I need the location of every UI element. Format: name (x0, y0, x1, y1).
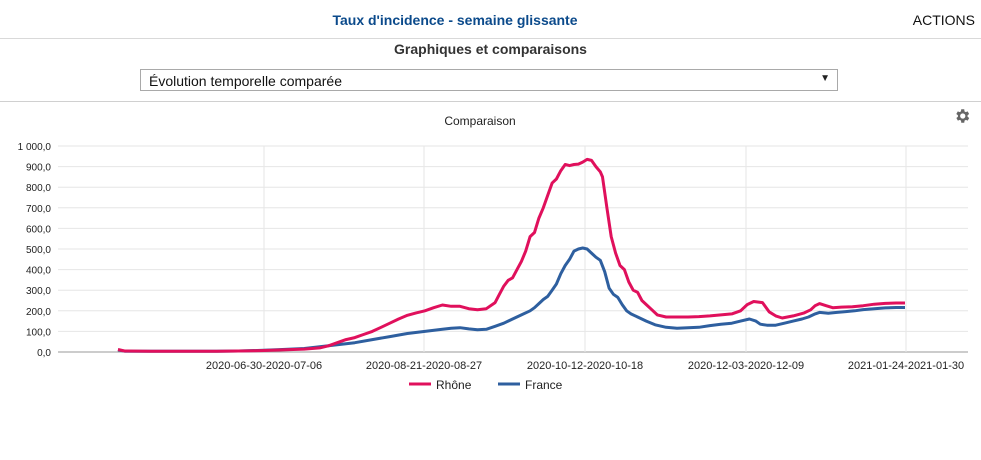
grid-lines (58, 145, 968, 353)
y-tick-label: 100,0 (26, 327, 51, 338)
section-title: Graphiques et comparaisons (394, 41, 587, 57)
legend-item-france[interactable]: France (498, 378, 563, 392)
chart-title: Comparaison (444, 114, 515, 128)
series-line-france (117, 246, 905, 353)
chart-type-select[interactable]: Évolution temporelle comparée ▼ (140, 69, 838, 91)
legend-item-rhone[interactable]: Rhône (409, 378, 472, 392)
y-tick-label: 700,0 (26, 204, 51, 215)
y-tick-label: 300,0 (26, 286, 51, 297)
gear-icon[interactable] (953, 107, 971, 125)
x-tick-label: 2020-06-30-2020-07-06 (206, 360, 322, 372)
y-axis-ticks: 0,0 100,0 200,0 300,0 400,0 500,0 600,0 700,0 80… (18, 142, 52, 359)
y-tick-label: 1 000,0 (18, 142, 52, 153)
x-tick-label: 2020-10-12-2020-10-18 (527, 360, 643, 372)
y-tick-label: 400,0 (26, 266, 51, 277)
y-tick-label: 0,0 (37, 348, 51, 359)
series-lines (117, 157, 905, 353)
line-chart: 0,0 100,0 200,0 300,0 400,0 500,0 600,0 700,0 80… (18, 114, 968, 392)
y-tick-label: 200,0 (26, 307, 51, 318)
series-line-rhone (117, 157, 905, 353)
chevron-down-icon: ▼ (820, 73, 830, 84)
y-tick-label: 800,0 (26, 183, 51, 194)
top-bar: Taux d'incidence - semaine glissante ACT… (0, 0, 981, 39)
chart-panel (0, 101, 981, 402)
y-tick-label: 900,0 (26, 163, 51, 174)
y-tick-label: 500,0 (26, 245, 51, 256)
page-title: Taux d'incidence - semaine glissante (332, 12, 578, 28)
y-tick-label: 600,0 (26, 224, 51, 235)
x-tick-label: 2020-08-21-2020-08-27 (366, 360, 482, 372)
legend-label: France (525, 378, 563, 392)
chart-type-select-value: Évolution temporelle comparée (149, 73, 342, 89)
chart-legend: Rhône France (409, 378, 563, 392)
x-axis-ticks: 2020-06-30-2020-07-06 2020-08-21-2020-08-… (206, 360, 964, 372)
x-tick-label: 2020-12-03-2020-12-09 (688, 360, 804, 372)
x-tick-label: 2021-01-24-2021-01-30 (848, 360, 964, 372)
actions-menu[interactable]: ACTIONS (912, 12, 975, 28)
legend-label: Rhône (436, 378, 472, 392)
